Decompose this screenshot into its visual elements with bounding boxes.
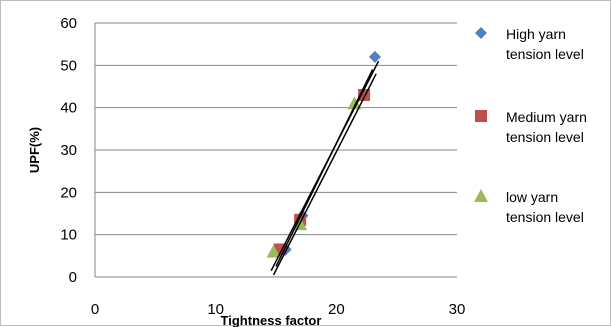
y-tick-label-0: 0 — [69, 269, 77, 286]
x-axis-title: Tightness factor — [221, 313, 322, 327]
legend-label-1: High yarn tension level — [506, 26, 584, 62]
legend-label-3: low yarn tension level — [506, 189, 584, 225]
y-tick-label-30: 30 — [60, 142, 77, 159]
x-tick-label-30: 30 — [449, 301, 466, 318]
y-tick-label-20: 20 — [60, 184, 77, 201]
y-axis-title: UPF(%) — [27, 127, 42, 173]
x-tick-label-0: 0 — [91, 301, 99, 318]
y-tick-label-50: 50 — [60, 57, 77, 74]
y-tick-label-40: 40 — [60, 100, 77, 117]
data-point-diamond-3 — [368, 50, 381, 63]
x-tick-label-20: 20 — [328, 301, 345, 318]
legend-marker-square — [475, 110, 487, 122]
data-point-triangle-1 — [266, 244, 281, 258]
legend-marker-triangle — [474, 189, 488, 202]
data-point-triangle-3 — [347, 96, 362, 110]
legend-marker-diamond — [475, 27, 487, 39]
y-tick-label-10: 10 — [60, 227, 77, 244]
trendline-2 — [272, 73, 377, 276]
x-tick-label-10: 10 — [207, 301, 224, 318]
legend-label-2: Medium yarn tension level — [506, 109, 587, 145]
trendline-3 — [275, 69, 374, 267]
y-tick-label-60: 60 — [60, 15, 77, 32]
